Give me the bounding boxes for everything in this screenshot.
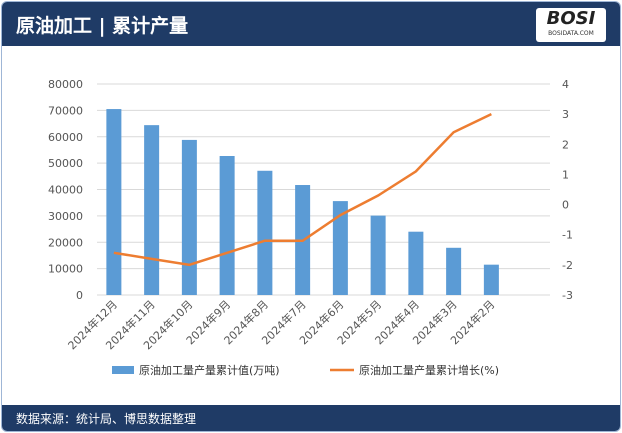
y-right-tick: 3 (562, 108, 569, 121)
footer-bar: 数据来源：统计局、博思数据整理 (2, 405, 620, 431)
y-right-tick: -1 (562, 229, 573, 242)
y-left-tick: 0 (76, 289, 83, 302)
bar (219, 156, 235, 295)
bar (181, 139, 197, 295)
bar (257, 170, 273, 295)
y-left-tick: 10000 (48, 263, 83, 276)
bar (144, 125, 160, 296)
y-left-tick: 40000 (48, 184, 83, 197)
bar (446, 247, 462, 295)
y-right-tick: 4 (562, 78, 569, 91)
combo-chart: 0 10000 20000 30000 40000 50000 60000 70000 8000… (48, 78, 573, 377)
y-left-tick: 70000 (48, 104, 83, 117)
bar (483, 264, 499, 295)
y-left-tick: 60000 (48, 131, 83, 144)
bar (408, 231, 424, 295)
y-left-tick: 80000 (48, 78, 83, 91)
y-left-tick: 30000 (48, 210, 83, 223)
legend-bar-label: 原油加工量产量累计值(万吨) (139, 363, 280, 377)
page-title: 原油加工 | 累计产量 (16, 15, 189, 37)
y-right-tick: 1 (562, 168, 569, 181)
bar (370, 215, 386, 295)
bar (106, 109, 122, 296)
legend-bar-swatch (112, 366, 134, 374)
title-bar: 原油加工 | 累计产量 BOSI BOSIDATA.COM (2, 2, 620, 46)
legend-line-label: 原油加工量产量累计增长(%) (359, 363, 499, 377)
y-left-tick: 20000 (48, 236, 83, 249)
y-right-tick: 0 (562, 199, 569, 212)
y-left-tick: 50000 (48, 157, 83, 170)
bosi-logo: BOSI BOSIDATA.COM (536, 8, 606, 42)
y-right-tick: -2 (562, 259, 573, 272)
y-right-tick: -3 (562, 289, 573, 302)
y-right-tick: 2 (562, 138, 569, 151)
data-source: 数据来源：统计局、博思数据整理 (16, 412, 197, 426)
bar (332, 201, 348, 295)
